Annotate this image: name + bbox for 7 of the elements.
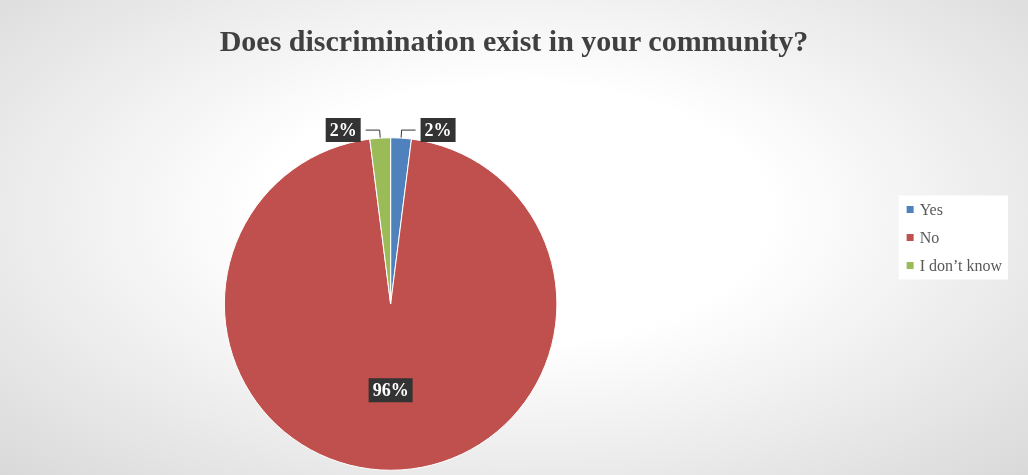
legend-label: Yes (919, 201, 943, 218)
legend-label: I don’t know (919, 257, 1003, 274)
legend-label: No (919, 229, 940, 246)
data-label: 96% (372, 380, 409, 401)
data-label: 2% (329, 120, 357, 141)
chart-title: Does discrimination exist in your community? (219, 23, 809, 57)
data-label: 2% (424, 120, 452, 141)
